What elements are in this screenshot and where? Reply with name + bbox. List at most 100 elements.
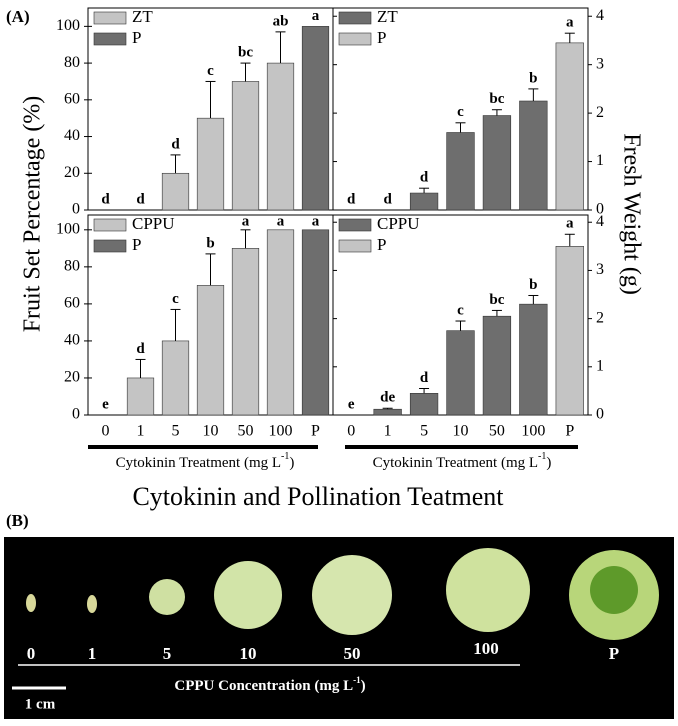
panel-label: (B)	[6, 511, 29, 530]
legend-swatch	[93, 11, 127, 25]
x-tick-label: 100	[269, 423, 293, 440]
significance-letter: e	[102, 396, 109, 412]
significance-letter: d	[347, 191, 356, 207]
legend-label: P	[132, 28, 141, 47]
y-tick-label: 40	[64, 332, 80, 349]
significance-letter: bc	[489, 91, 504, 107]
y-tick-label: 40	[64, 127, 80, 144]
significance-letter: a	[277, 213, 285, 229]
bar	[266, 229, 295, 416]
significance-letter: e	[348, 396, 355, 412]
x-tick-label: 100	[521, 423, 545, 440]
photo-x-label: CPPU Concentration (mg L-1)	[174, 675, 365, 694]
sample-label: P	[609, 644, 619, 663]
bar	[482, 115, 512, 211]
x-tick-label: 50	[238, 423, 254, 440]
significance-letter: d	[136, 341, 145, 357]
x-axis-title: Cytokinin and Pollination Teatment	[132, 482, 504, 511]
y-tick-label: 20	[64, 369, 80, 386]
legend-swatch	[93, 218, 127, 232]
significance-letter: a	[566, 15, 574, 31]
significance-letter: c	[207, 63, 214, 79]
y-tick-label: 80	[64, 258, 80, 275]
label-end: )	[289, 455, 294, 471]
y-tick-label: 20	[64, 164, 80, 181]
bar	[409, 393, 439, 416]
fruit-seeds	[590, 566, 638, 614]
significance-letter: d	[171, 136, 180, 152]
bar	[519, 303, 548, 416]
label-sup: -1	[538, 451, 546, 462]
fruit	[214, 561, 282, 629]
legend-label: CPPU	[132, 214, 175, 233]
label-end: )	[361, 678, 366, 694]
bar	[266, 62, 295, 211]
y-tick-label: 60	[64, 295, 80, 312]
x-tick-label: P	[311, 423, 320, 440]
panel-label: (A)	[6, 7, 30, 26]
y-tick-label: 1	[596, 152, 604, 169]
significance-letter: b	[529, 70, 537, 86]
sample-label: 5	[163, 644, 172, 663]
y-tick-label: 0	[596, 201, 604, 218]
y-tick-label: 3	[596, 55, 604, 72]
sample-label: 0	[27, 644, 36, 663]
label-text: Cytokinin Treatment (mg L	[373, 455, 538, 471]
y-tick-label: 0	[72, 406, 80, 423]
x-tick-label: 0	[347, 423, 355, 440]
significance-letter: a	[242, 213, 250, 229]
x-axis-label: Cytokinin Treatment (mg L-1)	[373, 451, 552, 471]
y-tick-label: 1	[596, 357, 604, 374]
legend-swatch	[93, 32, 127, 46]
sample-label: 1	[88, 644, 97, 663]
legend-swatch	[338, 11, 372, 25]
x-axis-label: Cytokinin Treatment (mg L-1)	[116, 451, 295, 471]
fruit	[446, 548, 530, 632]
significance-letter: de	[380, 390, 395, 406]
legend-label: ZT	[377, 7, 398, 26]
y-axis-label: Fresh Weight (g)	[618, 133, 644, 295]
significance-letter: c	[172, 291, 179, 307]
label-text: CPPU Concentration (mg L	[174, 678, 353, 694]
x-tick-label: 5	[172, 423, 180, 440]
bar	[196, 285, 225, 416]
label-end: )	[546, 455, 551, 471]
significance-letter: d	[101, 191, 110, 207]
bar	[409, 192, 439, 211]
bar	[482, 315, 512, 416]
bar	[161, 172, 190, 211]
significance-letter: c	[457, 302, 464, 318]
x-tick-label: 5	[420, 423, 428, 440]
bar	[231, 248, 260, 416]
label-sup: -1	[353, 675, 361, 685]
y-tick-label: 4	[596, 213, 604, 230]
significance-letter: d	[136, 191, 145, 207]
x-tick-label: 10	[203, 423, 219, 440]
bar	[231, 81, 260, 211]
significance-letter: b	[529, 277, 537, 293]
bar	[446, 132, 475, 211]
label-sup: -1	[281, 451, 289, 462]
x-tick-label: 0	[102, 423, 110, 440]
fruits	[26, 548, 659, 640]
legend-label: P	[132, 235, 141, 254]
bar	[301, 26, 330, 211]
significance-letter: a	[312, 213, 320, 229]
y-tick-label: 4	[596, 7, 604, 24]
significance-letter: d	[420, 370, 429, 386]
significance-letter: ab	[273, 13, 289, 29]
y-tick-label: 60	[64, 90, 80, 107]
significance-letter: bc	[238, 45, 253, 61]
y-tick-label: 2	[596, 104, 604, 121]
x-tick-label: 1	[137, 423, 145, 440]
bar	[555, 246, 584, 416]
x-tick-label: P	[565, 423, 574, 440]
label-text: Cytokinin Treatment (mg L	[116, 455, 281, 471]
y-tick-label: 100	[56, 17, 80, 34]
y-tick-label: 3	[596, 261, 604, 278]
y-tick-label: 0	[72, 201, 80, 218]
y-tick-label: 80	[64, 54, 80, 71]
legend-swatch	[338, 32, 372, 46]
legend-label: CPPU	[377, 214, 420, 233]
